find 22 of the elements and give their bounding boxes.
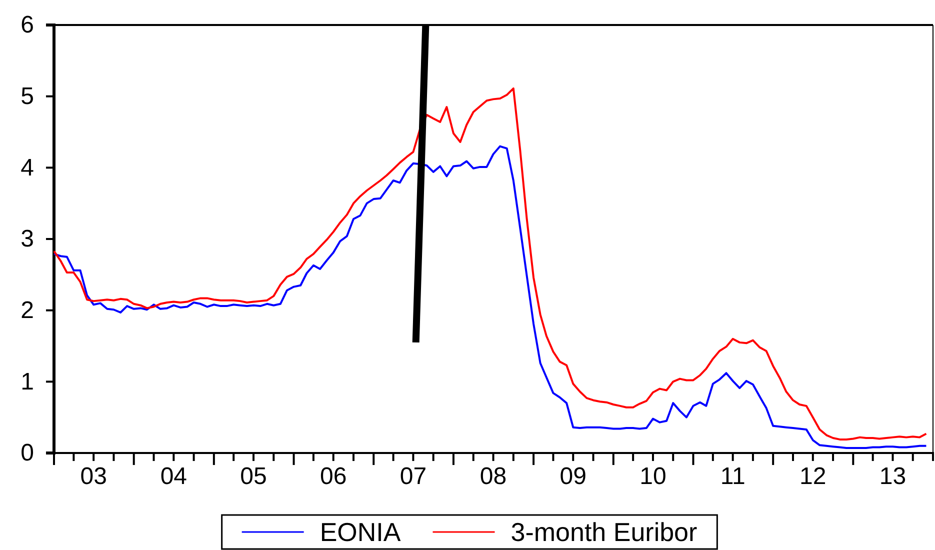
x-tick-label: 05 [240,463,267,490]
y-tick-label: 0 [20,440,34,467]
x-tick-label: 06 [320,463,347,490]
y-tick-label: 1 [20,368,34,396]
x-tick-label: 12 [800,463,826,490]
x-tick-label: 04 [160,463,188,490]
x-tick-label: 11 [720,463,746,490]
line-series [53,145,928,450]
line-series [53,87,928,440]
legend-label: 3-month Euribor [510,517,698,547]
y-tick-label: 5 [20,83,34,110]
y-tick-label: 2 [20,297,34,324]
y-tick-label: 3 [20,226,34,253]
x-tick-label: 09 [560,463,586,490]
x-tick-label: 08 [480,463,507,490]
legend-label: EONIA [320,517,402,547]
x-tick-label: 10 [640,463,666,490]
x-tick-label: 07 [400,463,427,490]
x-tick-label: 03 [80,463,107,490]
y-tick-label: 4 [20,154,34,182]
y-tick-label: 6 [20,12,34,39]
x-tick-label: 13 [879,463,906,490]
